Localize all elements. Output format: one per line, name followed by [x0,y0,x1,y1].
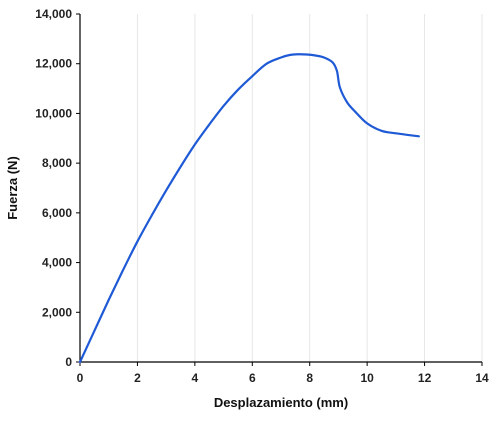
series-layer [78,53,420,364]
y-axis-title: Fuerza (N) [5,156,20,220]
y-tick-label-3: 6,000 [42,206,72,220]
x-tick-label-3: 6 [249,371,256,385]
x-tick-label-5: 10 [360,371,374,385]
y-tick-label-2: 4,000 [42,256,72,270]
x-tick-label-1: 2 [134,371,141,385]
x-tick-label-4: 8 [306,371,313,385]
x-axis-title: Desplazamiento (mm) [214,395,348,410]
grid [136,14,483,362]
x-tick-label-6: 12 [418,371,432,385]
series-line-0 [78,53,420,364]
y-tick-label-0: 0 [65,355,72,369]
tick-labels: 0 2,000 4,000 6,000 8,000 10,000 12,000 14,000 0… [35,7,489,385]
y-tick-label-7: 14,000 [35,7,72,21]
y-tick-label-6: 12,000 [35,57,72,71]
x-tick-label-7: 14 [475,371,489,385]
x-tick-label-0: 0 [77,371,84,385]
y-tick-label-5: 10,000 [35,106,72,120]
y-tick-label-1: 2,000 [42,305,72,319]
axes [76,13,483,366]
y-tick-label-4: 8,000 [42,156,72,170]
x-tick-label-2: 4 [192,371,199,385]
